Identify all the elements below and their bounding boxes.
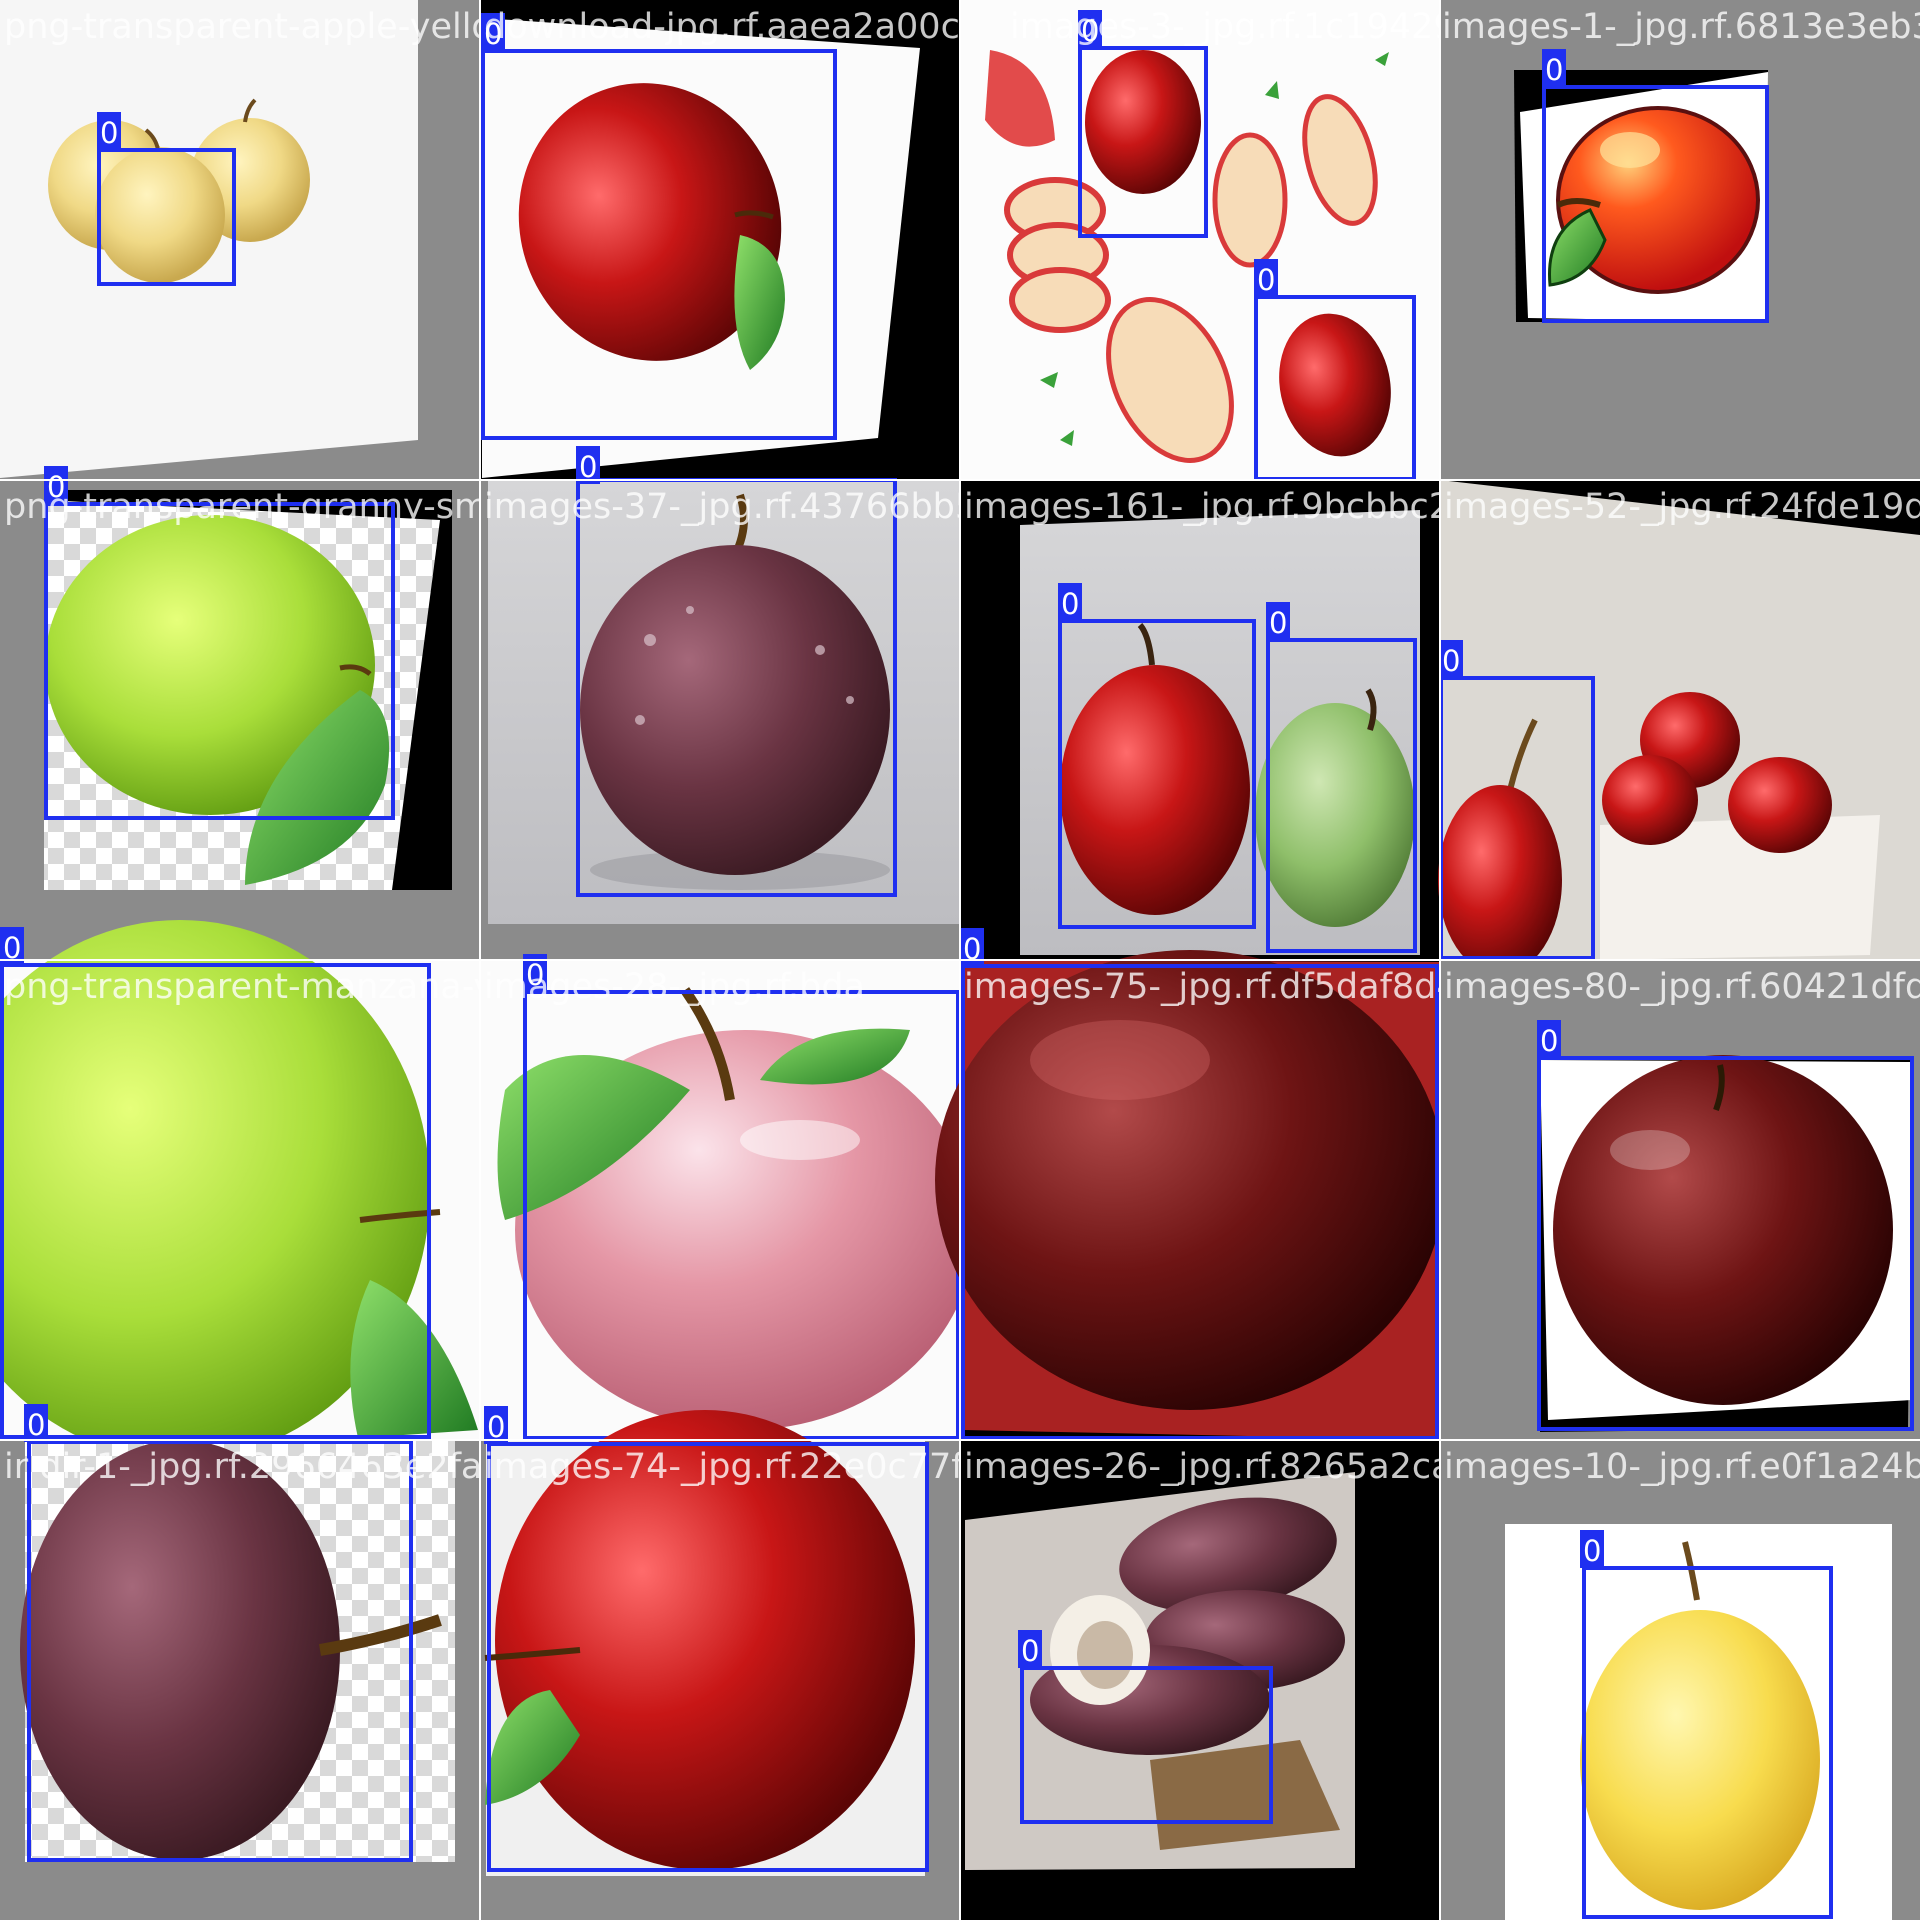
bowl-apples bbox=[1600, 692, 1880, 960]
red-apple-whole-top bbox=[1085, 50, 1201, 194]
box-class-label: 0 bbox=[1583, 1534, 1601, 1568]
dark-apple-with-stem bbox=[20, 1440, 442, 1860]
tile-filename: images-74-_jpg.rf.22e0c77f3 bbox=[484, 1447, 986, 1487]
box-label-tag bbox=[1018, 1630, 1042, 1668]
bounding-box bbox=[97, 148, 236, 286]
box-label-tag bbox=[44, 466, 68, 504]
bounding-box bbox=[1537, 1056, 1914, 1431]
bounding-box bbox=[1542, 85, 1769, 323]
box-class-label: 0 bbox=[484, 17, 502, 51]
tile-filename: images-10-_jpg.rf.e0f1a24b bbox=[1444, 1447, 1920, 1487]
box-class-label: 0 bbox=[1545, 53, 1563, 87]
red-apple-whole-bottom bbox=[1279, 313, 1391, 457]
tile-9: 0 png-transparent-manzana-verde bbox=[0, 920, 573, 1460]
cartoon-red-apple bbox=[1548, 106, 1760, 294]
tile-3: 0 0 images-3-_jpg.rf.1c19429fd63f2c8 bbox=[960, 0, 1611, 481]
tile-1: 0 png-transparent-apple-yellow-wheel-yel… bbox=[0, 0, 761, 480]
red-apple-left-partial bbox=[1438, 718, 1562, 975]
bounding-box bbox=[1266, 638, 1417, 953]
box-class-label: 0 bbox=[963, 932, 981, 966]
box-class-label: 0 bbox=[1081, 14, 1099, 48]
tile-filename: ir dir-1-_jpg.rf.2966463e2fac bbox=[4, 1447, 502, 1487]
box-class-label: 0 bbox=[1257, 263, 1275, 297]
plum-red-apple bbox=[580, 493, 890, 875]
box-label-tag bbox=[484, 1406, 508, 1444]
green-apple-closeup bbox=[0, 920, 478, 1460]
tile-11: 0 images-75-_jpg.rf.df5daf8d4 bbox=[935, 928, 1459, 1440]
bounding-box bbox=[27, 1440, 413, 1862]
tile-6: 0 images-37-_jpg.rf.43766bb54 bbox=[480, 446, 999, 960]
box-class-label: 0 bbox=[1021, 1634, 1039, 1668]
box-label-tag bbox=[0, 927, 24, 965]
tile-filename: images-161-_jpg.rf.9bcbbc21b bbox=[964, 487, 1496, 527]
box-class-label: 0 bbox=[579, 450, 597, 484]
box-class-label: 0 bbox=[100, 116, 118, 150]
red-apple-closeup bbox=[935, 950, 1445, 1410]
box-label-tag bbox=[1439, 640, 1463, 678]
box-class-label: 0 bbox=[526, 958, 544, 992]
dark-red-apple bbox=[1553, 1055, 1893, 1405]
bounding-box bbox=[961, 964, 1439, 1440]
green-apple-right bbox=[1255, 688, 1415, 927]
red-apple-left bbox=[1060, 622, 1250, 915]
tile-15: 0 images-26-_jpg.rf.8265a2ca4 bbox=[960, 1440, 1475, 1920]
box-label-tag bbox=[1078, 10, 1102, 48]
tile-filename: images-28-_jpg.rf.bda bbox=[484, 967, 865, 1007]
bounding-box bbox=[481, 49, 837, 440]
tile-13: 0 ir dir-1-_jpg.rf.2966463e2fac bbox=[0, 1404, 502, 1920]
tile-filename: images-1-_jpg.rf.6813e3eb3e192b42 bbox=[1442, 7, 1920, 47]
box-label-tag bbox=[1266, 602, 1290, 640]
tile-14: 0 images-74-_jpg.rf.22e0c77f3 bbox=[480, 1406, 986, 1920]
box-label-tag bbox=[1580, 1530, 1604, 1568]
tile-5: 0 png-transparent-granny-smith-manzana-v… bbox=[0, 466, 761, 960]
tile-filename: images-26-_jpg.rf.8265a2ca4 bbox=[964, 1447, 1475, 1487]
box-class-label: 0 bbox=[487, 1410, 505, 1444]
tile-12: 0 images-80-_jpg.rf.60421dfd6 bbox=[1440, 960, 1920, 1440]
bounding-box bbox=[44, 502, 395, 820]
tile-filename: images-75-_jpg.rf.df5daf8d4 bbox=[964, 967, 1459, 1007]
tile-filename: images-80-_jpg.rf.60421dfd6 bbox=[1444, 967, 1920, 1007]
box-label-tag bbox=[1058, 583, 1082, 621]
box-label-tag bbox=[576, 446, 600, 484]
red-apple-with-leaf bbox=[484, 1410, 915, 1870]
box-class-label: 0 bbox=[3, 931, 21, 965]
box-label-tag bbox=[1537, 1020, 1561, 1058]
tile-10: 0 images-28-_jpg.rf.bda bbox=[480, 954, 975, 1440]
box-class-label: 0 bbox=[1269, 606, 1287, 640]
box-label-tag bbox=[1542, 49, 1566, 87]
tile-16: 0 images-10-_jpg.rf.e0f1a24b bbox=[1440, 1440, 1920, 1920]
bounding-box bbox=[487, 1442, 929, 1872]
box-class-label: 0 bbox=[1540, 1024, 1558, 1058]
glossy-pink-apple bbox=[497, 987, 975, 1430]
box-class-label: 0 bbox=[27, 1408, 45, 1442]
yellow-apple bbox=[1580, 1541, 1820, 1910]
box-label-tag bbox=[1254, 259, 1278, 297]
tile-filename: images-37-_jpg.rf.43766bb54 bbox=[484, 487, 999, 527]
green-apple bbox=[45, 515, 390, 885]
box-class-label: 0 bbox=[47, 470, 65, 504]
box-label-tag bbox=[97, 112, 121, 150]
box-label-tag bbox=[24, 1404, 48, 1442]
tile-filename: download-jpg.rf.aaea2a00cbbc bbox=[484, 7, 1024, 47]
bounding-box bbox=[1020, 1666, 1273, 1824]
tile-8: 0 images-52-_jpg.rf.24fde19d1 bbox=[1438, 480, 1920, 975]
bounding-box bbox=[1078, 46, 1208, 238]
bounding-box bbox=[1582, 1566, 1833, 1919]
tile-filename: images-52-_jpg.rf.24fde19d1 bbox=[1444, 487, 1920, 527]
box-label-tag bbox=[481, 13, 505, 51]
tile-2: 0 download-jpg.rf.aaea2a00cbbc bbox=[480, 0, 1024, 480]
tile-filename: png-transparent-manzana-verde bbox=[4, 967, 573, 1007]
tile-4: 0 images-1-_jpg.rf.6813e3eb3e192b42 bbox=[1440, 0, 1920, 480]
tile-7: 0 0 images-161-_jpg.rf.9bcbbc21b bbox=[960, 480, 1496, 960]
box-class-label: 0 bbox=[1061, 587, 1079, 621]
box-class-label: 0 bbox=[1442, 644, 1460, 678]
bounding-box bbox=[1058, 619, 1256, 929]
red-apple bbox=[518, 83, 785, 370]
bounding-box bbox=[0, 963, 431, 1439]
